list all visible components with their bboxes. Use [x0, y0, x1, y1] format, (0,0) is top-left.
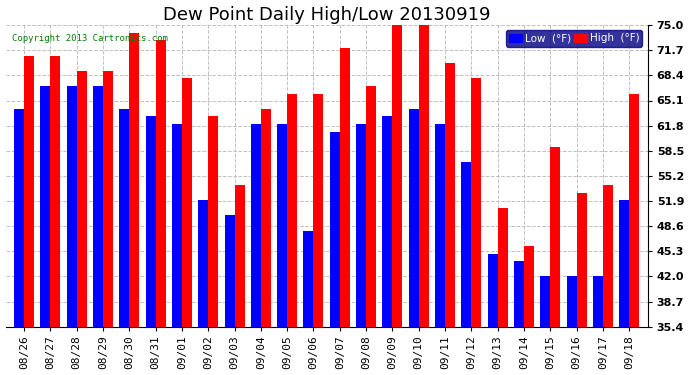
- Bar: [129, 33, 139, 327]
- Bar: [393, 25, 402, 327]
- Bar: [603, 185, 613, 327]
- Bar: [172, 124, 182, 327]
- Bar: [524, 246, 534, 327]
- Bar: [93, 86, 103, 327]
- Bar: [339, 48, 350, 327]
- Bar: [182, 78, 192, 327]
- Bar: [313, 94, 324, 327]
- Bar: [408, 109, 419, 327]
- Bar: [462, 162, 471, 327]
- Bar: [198, 200, 208, 327]
- Bar: [366, 86, 376, 327]
- Bar: [619, 200, 629, 327]
- Bar: [208, 117, 218, 327]
- Bar: [24, 56, 34, 327]
- Bar: [488, 254, 497, 327]
- Bar: [419, 25, 428, 327]
- Bar: [119, 109, 129, 327]
- Title: Dew Point Daily High/Low 20130919: Dew Point Daily High/Low 20130919: [163, 6, 491, 24]
- Text: Copyright 2013 Cartronics.com: Copyright 2013 Cartronics.com: [12, 34, 168, 43]
- Bar: [629, 94, 639, 327]
- Bar: [103, 71, 113, 327]
- Bar: [566, 276, 577, 327]
- Bar: [304, 231, 313, 327]
- Bar: [445, 63, 455, 327]
- Bar: [155, 40, 166, 327]
- Bar: [577, 193, 586, 327]
- Bar: [593, 276, 603, 327]
- Bar: [514, 261, 524, 327]
- Bar: [382, 117, 393, 327]
- Bar: [224, 216, 235, 327]
- Bar: [251, 124, 261, 327]
- Bar: [551, 147, 560, 327]
- Bar: [540, 276, 551, 327]
- Bar: [261, 109, 270, 327]
- Legend: Low  (°F), High  (°F): Low (°F), High (°F): [506, 30, 642, 46]
- Bar: [471, 78, 482, 327]
- Bar: [287, 94, 297, 327]
- Bar: [14, 109, 24, 327]
- Bar: [40, 86, 50, 327]
- Bar: [435, 124, 445, 327]
- Bar: [277, 124, 287, 327]
- Bar: [50, 56, 60, 327]
- Bar: [497, 208, 508, 327]
- Bar: [77, 71, 87, 327]
- Bar: [235, 185, 244, 327]
- Bar: [146, 117, 155, 327]
- Bar: [67, 86, 77, 327]
- Bar: [356, 124, 366, 327]
- Bar: [330, 132, 339, 327]
